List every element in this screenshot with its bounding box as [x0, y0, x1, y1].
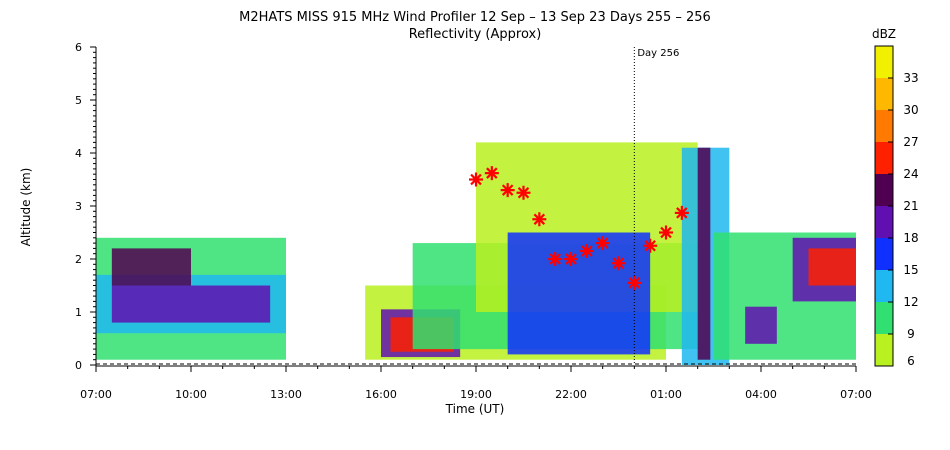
x-tick-label: 13:00 — [270, 388, 302, 401]
colorbar-swatch — [875, 110, 893, 142]
colorbar-tick-label: 21 — [903, 199, 918, 213]
y-tick-label: 4 — [75, 147, 82, 160]
colorbar-tick-label: 18 — [903, 231, 918, 245]
marker-stroke — [644, 240, 656, 252]
x-tick-label: 22:00 — [555, 388, 587, 401]
colorbar-tick-label: 33 — [903, 71, 918, 85]
y-tick-label: 6 — [75, 41, 82, 54]
colorbar: 6 9 12 15 18 21 24 27 30 33 — [874, 45, 919, 368]
marker-point — [548, 252, 563, 266]
marker-point — [579, 244, 594, 259]
marker-point — [643, 238, 658, 253]
colorbar-tick-label: 6 — [907, 354, 915, 368]
marker-stroke — [517, 187, 530, 199]
colorbar-swatch — [875, 78, 893, 110]
colorbar-tick-label: 15 — [903, 263, 918, 277]
reflectivity-patch — [111, 285, 271, 323]
reflectivity-patch — [111, 248, 191, 286]
y-tick-label: 5 — [75, 94, 82, 107]
x-tick-label: 01:00 — [650, 388, 682, 401]
marker-stroke — [486, 167, 498, 179]
marker-point — [484, 166, 499, 181]
colorbar-swatch — [875, 174, 893, 206]
marker-stroke — [533, 213, 546, 225]
chart-subtitle: Reflectivity (Approx) — [409, 27, 542, 42]
marker-stroke — [676, 207, 688, 219]
x-axis-label: Time (UT) — [445, 402, 505, 416]
x-tick-label: 07:00 — [80, 388, 112, 401]
colorbar-unit: dBZ — [872, 27, 896, 41]
x-tick-label: 07:00 — [840, 388, 872, 401]
x-tick-label: 10:00 — [175, 388, 207, 401]
marker-point — [595, 236, 610, 251]
y-axis: 0 1 2 3 4 5 6 — [75, 41, 96, 372]
colorbar-swatch — [875, 142, 893, 174]
reflectivity-patch — [808, 248, 856, 286]
colorbar-tick-label: 12 — [903, 295, 918, 309]
colorbar-swatch — [875, 206, 893, 238]
x-tick-label: 04:00 — [745, 388, 777, 401]
x-axis: 07:00 10:00 13:00 16:00 19:00 22:00 01:00 04:00… — [80, 366, 872, 401]
reflectivity-patch — [507, 232, 651, 355]
y-axis-label: Altitude (km) — [19, 168, 33, 247]
colorbar-swatch — [875, 46, 893, 78]
marker-point — [516, 185, 531, 200]
chart-title: M2HATS MISS 915 MHz Wind Profiler 12 Sep… — [239, 10, 711, 25]
marker-point — [627, 275, 642, 290]
marker-stroke — [628, 277, 641, 289]
marker-stroke — [581, 245, 593, 257]
marker-point — [659, 225, 673, 240]
marker-stroke — [660, 226, 672, 239]
colorbar-tick-label: 27 — [903, 135, 918, 149]
marker-point — [469, 172, 483, 187]
y-tick-label: 3 — [75, 200, 82, 213]
colorbar-tick-label: 24 — [903, 167, 918, 181]
colorbar-tick-label: 9 — [907, 327, 915, 341]
marker-point — [611, 256, 626, 271]
marker-stroke — [549, 253, 561, 265]
marker-series — [469, 166, 689, 290]
colorbar-swatch — [875, 302, 893, 334]
marker-point — [500, 183, 515, 198]
marker-stroke — [612, 257, 625, 269]
marker-point — [564, 252, 578, 266]
marker-point — [532, 212, 547, 227]
y-tick-label: 0 — [75, 359, 82, 372]
x-tick-label: 16:00 — [365, 388, 397, 401]
marker-stroke — [501, 184, 514, 196]
colorbar-swatch — [875, 334, 893, 366]
colorbar-swatch — [875, 238, 893, 270]
x-tick-label: 19:00 — [460, 388, 492, 401]
marker-stroke — [565, 253, 577, 265]
day-marker-label: Day 256 — [637, 48, 679, 59]
reflectivity-patch — [697, 147, 711, 360]
reflectivity-patch — [745, 306, 777, 344]
colorbar-tick-label: 30 — [903, 103, 918, 117]
y-tick-label: 1 — [75, 306, 82, 319]
reflectivity-field — [96, 142, 856, 365]
marker-stroke — [596, 237, 609, 249]
marker-point — [674, 205, 689, 220]
colorbar-swatch — [875, 270, 893, 302]
marker-stroke — [470, 173, 482, 186]
y-tick-label: 2 — [75, 253, 82, 266]
